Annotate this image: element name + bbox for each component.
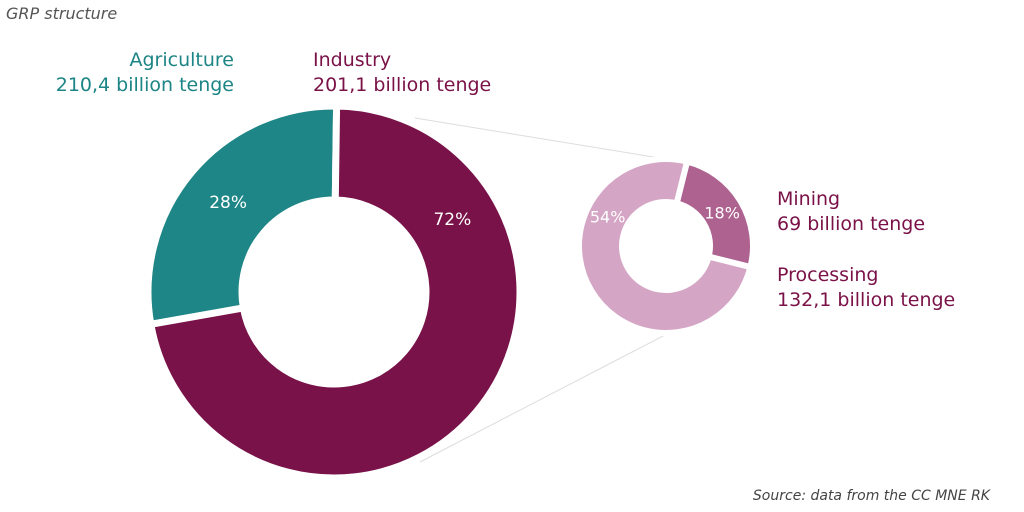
mining-label: Mining 69 billion tenge xyxy=(777,187,925,237)
industry-name: Industry xyxy=(313,49,392,71)
processing-slice xyxy=(576,156,755,336)
industry-percent-label: 72% xyxy=(433,210,471,230)
industry-label: Industry 201,1 billion tenge xyxy=(313,48,491,98)
processing-value: 132,1 billion tenge xyxy=(777,289,956,311)
mining-name: Mining xyxy=(777,188,841,210)
industry-value: 201,1 billion tenge xyxy=(313,74,492,96)
main-donut: 28% 72% xyxy=(144,102,524,482)
connector-line-top xyxy=(414,117,691,164)
mining-percent-label: 18% xyxy=(704,203,740,222)
mining-value: 69 billion tenge xyxy=(777,213,926,235)
mining-slice xyxy=(673,157,756,271)
agriculture-label: Agriculture 210,4 billion tenge xyxy=(56,48,234,98)
chart-title: GRP structure xyxy=(6,4,118,23)
processing-label: Processing 132,1 billion tenge xyxy=(777,263,955,313)
agriculture-percent-label: 28% xyxy=(209,193,247,213)
connector-lines xyxy=(414,117,691,463)
connector-line-bottom xyxy=(419,321,691,463)
processing-name: Processing xyxy=(777,264,879,286)
agriculture-value: 210,4 billion tenge xyxy=(55,74,234,96)
agriculture-slice xyxy=(144,102,341,329)
source-note: Source: data from the CC MNE RK xyxy=(752,488,990,504)
agriculture-name: Agriculture xyxy=(129,49,235,71)
industry-slice xyxy=(146,102,524,482)
processing-percent-label: 54% xyxy=(590,207,626,226)
industry-breakdown-donut: 18% 54% xyxy=(576,156,756,336)
